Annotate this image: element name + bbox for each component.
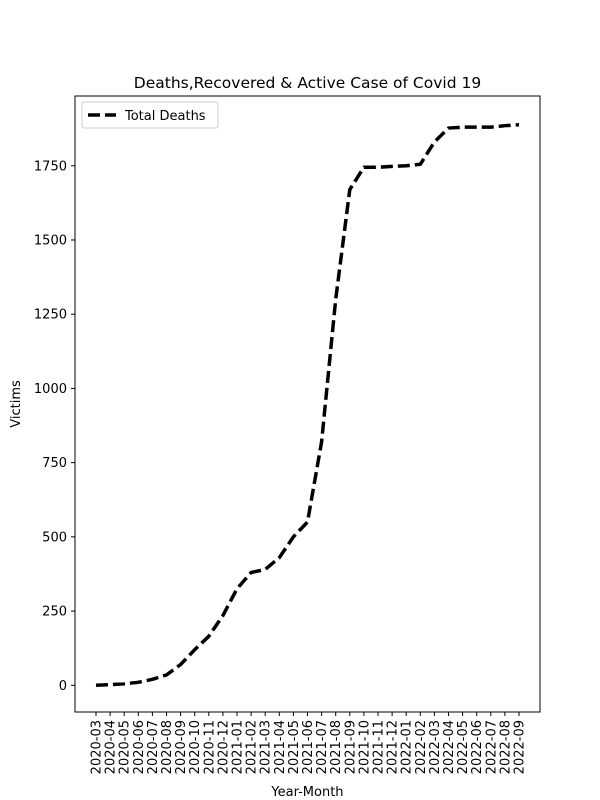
x-tick-label: 2020-06: [132, 720, 147, 774]
y-axis-label: Victims: [9, 380, 24, 428]
x-tick-label: 2022-03: [428, 720, 443, 774]
y-tick-label: 1250: [34, 308, 67, 323]
y-tick-label: 0: [59, 679, 67, 694]
legend-frame: [81, 101, 219, 129]
x-tick-label: 2020-09: [174, 720, 189, 774]
y-tick-label: 500: [42, 530, 67, 545]
x-tick-label: 2022-08: [498, 720, 513, 774]
x-tick-label: 2021-06: [301, 720, 316, 774]
x-tick-label: 2021-04: [273, 720, 288, 774]
x-tick-label: 2020-05: [118, 720, 133, 774]
legend: Total Deaths: [81, 101, 219, 129]
y-tick-label: 250: [42, 605, 67, 620]
x-tick-label: 2022-01: [400, 720, 415, 774]
x-tick-label: 2020-03: [90, 720, 105, 774]
x-tick-label: 2021-08: [329, 720, 344, 774]
x-tick-label: 2021-07: [315, 720, 330, 774]
y-tick-label: 750: [42, 456, 67, 471]
x-axis: 2020-03 2020-04 2020-05 2020-06 2020-07 2020-…: [90, 712, 528, 774]
x-tick-label: 2021-05: [287, 720, 302, 774]
x-tick-label: 2020-12: [216, 720, 231, 774]
y-tick-label: 1500: [34, 233, 67, 248]
x-tick-label: 2021-10: [357, 720, 372, 774]
x-tick-label: 2022-04: [442, 720, 457, 774]
x-tick-label: 2020-07: [146, 720, 161, 774]
x-tick-label: 2020-04: [104, 720, 119, 774]
x-tick-label: 2021-01: [231, 720, 246, 774]
chart-title: Deaths,Recovered & Active Case of Covid …: [134, 74, 481, 92]
series-layer: [95, 123, 520, 688]
x-tick-label: 2022-06: [470, 720, 485, 774]
x-tick-label: 2022-05: [456, 720, 471, 774]
x-tick-label: 2021-03: [259, 720, 274, 774]
x-tick-label: 2020-11: [202, 720, 217, 774]
x-axis-label: Year-Month: [270, 785, 343, 800]
y-axis: 0 250 500 750 1000 1250 1500 1750: [34, 159, 75, 694]
legend-label-total-deaths: Total Deaths: [124, 109, 206, 124]
plot-area: [74, 95, 541, 713]
series-line-total-deaths: [95, 123, 520, 688]
y-tick-label: 1750: [34, 159, 67, 174]
x-tick-label: 2022-09: [513, 720, 528, 774]
x-tick-label: 2021-12: [386, 720, 401, 774]
x-tick-label: 2021-09: [343, 720, 358, 774]
x-tick-label: 2020-10: [188, 720, 203, 774]
x-tick-label: 2021-02: [245, 720, 260, 774]
x-tick-label: 2021-11: [372, 720, 387, 774]
x-tick-label: 2022-02: [414, 720, 429, 774]
y-tick-label: 1000: [34, 382, 67, 397]
x-tick-label: 2020-08: [160, 720, 175, 774]
x-tick-label: 2022-07: [484, 720, 499, 774]
